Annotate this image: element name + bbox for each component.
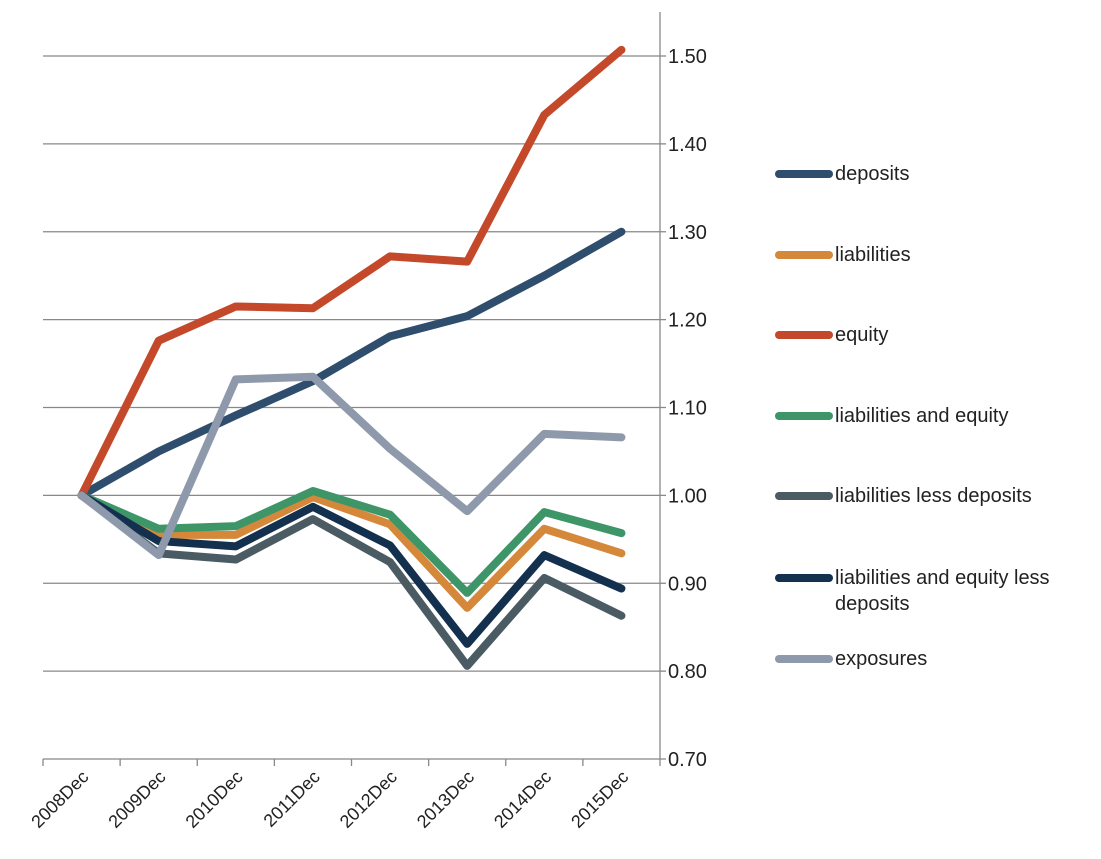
legend-label: liabilities less deposits (835, 485, 1032, 507)
y-tick-label: 0.90 (668, 573, 707, 595)
y-tick-label: 0.70 (668, 749, 707, 771)
legend-swatch (775, 655, 833, 663)
x-tick-label: 2013Dec (413, 767, 478, 832)
series-line (77, 45, 626, 500)
x-tick-label: 2015Dec (567, 767, 632, 832)
series-line (77, 372, 626, 560)
legend-label: liabilities and equity (835, 405, 1009, 427)
y-tick-label: 1.20 (668, 310, 707, 332)
series-line (77, 491, 626, 648)
legend-label: equity (835, 324, 889, 346)
legend-item: exposures (775, 646, 1100, 672)
legend-item: liabilities (775, 242, 1100, 268)
legend-item: liabilities less deposits (775, 483, 1100, 509)
x-tick-label: 2008Dec (27, 767, 92, 832)
legend-item: equity (775, 322, 1100, 348)
x-tick-label: 2012Dec (336, 767, 401, 832)
series-line (77, 227, 626, 500)
legend-item: deposits (775, 161, 1100, 187)
y-tick-label: 1.10 (668, 398, 707, 420)
legend-label: liabilities (835, 244, 911, 266)
legend-item: liabilities and equity less deposits (775, 565, 1100, 617)
legend-swatch (775, 251, 833, 259)
y-tick-label: 1.00 (668, 485, 707, 507)
x-tick-label: 2011Dec (260, 767, 324, 831)
legend-label: exposures (835, 648, 928, 670)
x-tick-label: 2010Dec (182, 767, 247, 832)
legend-swatch (775, 170, 833, 178)
x-tick-label: 2009Dec (104, 767, 169, 832)
y-tick-label: 1.40 (668, 134, 707, 156)
legend-label: deposits (835, 163, 910, 185)
y-tick-label: 0.80 (668, 661, 707, 683)
y-tick-label: 1.50 (668, 46, 707, 68)
legend-swatch (775, 412, 833, 420)
x-tick-label: 2014Dec (490, 767, 555, 832)
y-tick-label: 1.30 (668, 222, 707, 244)
legend-swatch (775, 331, 833, 339)
legend-swatch (775, 574, 833, 582)
legend-label: liabilities and equity less deposits (835, 567, 1050, 615)
legend-swatch (775, 492, 833, 500)
series-line (77, 491, 626, 670)
legend-item: liabilities and equity (775, 403, 1100, 429)
